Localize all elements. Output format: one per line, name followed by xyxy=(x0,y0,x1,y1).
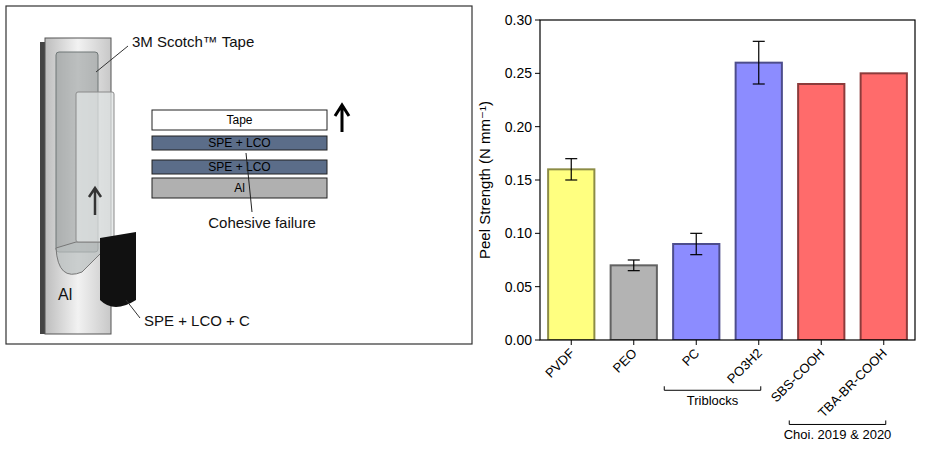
y-tick xyxy=(535,126,540,127)
x-tick xyxy=(633,340,634,345)
plot-frame xyxy=(540,20,915,340)
layer xyxy=(152,136,327,150)
y-axis-title: Peel Strength (N mm⁻¹) xyxy=(476,101,493,259)
leader-line xyxy=(126,300,140,318)
bar xyxy=(736,63,782,340)
y-tick xyxy=(535,340,540,341)
x-tick-label: SBS-COOH xyxy=(768,346,828,406)
plate-label: Al xyxy=(58,286,72,303)
tape-label: 3M Scotch™ Tape xyxy=(132,33,254,50)
bar xyxy=(548,169,594,340)
diagram: 3M Scotch™ Tape SPE + LCO + C Al Tape SPE + … xyxy=(6,6,472,344)
diagram-frame xyxy=(6,6,472,344)
error-bar xyxy=(565,159,577,180)
layer xyxy=(152,160,327,174)
bar xyxy=(798,84,844,340)
layer-label: Tape xyxy=(226,113,252,127)
error-cap xyxy=(565,158,577,159)
group-bracket xyxy=(664,386,761,390)
error-bar xyxy=(753,41,765,84)
y-tick xyxy=(535,180,540,181)
sample-label: SPE + LCO + C xyxy=(144,312,250,329)
bar xyxy=(611,265,657,340)
x-tick-label: TBA-BR-COOH xyxy=(815,346,890,421)
error-cap xyxy=(628,270,640,271)
group-bracket xyxy=(789,420,886,424)
error-cap xyxy=(753,83,765,84)
error-cap xyxy=(753,41,765,42)
error-stem xyxy=(696,233,697,254)
error-cap xyxy=(690,254,702,255)
error-stem xyxy=(633,260,634,271)
leader-line xyxy=(96,46,128,72)
bar xyxy=(673,244,719,340)
chart: 0.00 0.05 0.10 0.15 0.20 0.25 0.30 Peel Strengt… xyxy=(476,12,915,442)
x-tick xyxy=(571,340,572,345)
y-tick-label: 0.00 xyxy=(505,332,532,348)
peel-arrow xyxy=(89,188,101,215)
x-tick-label: PC xyxy=(679,346,702,369)
layer-label: SPE + LCO xyxy=(208,160,270,174)
y-tick-label: 0.10 xyxy=(505,225,532,241)
y-tick-label: 0.20 xyxy=(505,119,532,135)
error-cap xyxy=(690,233,702,234)
x-tick-label: PVDF xyxy=(542,345,577,380)
y-tick-label: 0.05 xyxy=(505,279,532,295)
layer xyxy=(152,110,327,130)
layer-label: SPE + LCO xyxy=(208,136,270,150)
y-tick xyxy=(535,233,540,234)
y-tick xyxy=(535,73,540,74)
group-label: Triblocks xyxy=(687,393,739,408)
figure: 3M Scotch™ Tape SPE + LCO + C Al Tape SPE + … xyxy=(0,0,928,454)
error-bar xyxy=(628,260,640,271)
y-tick-label: 0.25 xyxy=(505,65,532,81)
layer-label: Al xyxy=(234,181,245,195)
error-cap xyxy=(565,179,577,180)
bars xyxy=(548,41,907,340)
failure-label: Cohesive failure xyxy=(208,214,316,231)
electrode xyxy=(100,232,136,307)
x-tick xyxy=(821,340,822,345)
x-tick xyxy=(758,340,759,345)
error-bar xyxy=(690,233,702,254)
y-tick-label: 0.15 xyxy=(505,172,532,188)
bar xyxy=(861,73,907,340)
x-tick-label: PO3H2 xyxy=(724,346,765,387)
tape-peeled xyxy=(76,92,114,242)
x-tick-label: PEO xyxy=(610,346,640,376)
x-tick xyxy=(696,340,697,345)
y-tick xyxy=(535,20,540,21)
y-tick-label: 0.30 xyxy=(505,12,532,28)
error-cap xyxy=(628,259,640,260)
layer xyxy=(152,178,327,198)
y-tick xyxy=(535,286,540,287)
error-stem xyxy=(571,159,572,180)
group-label: Choi. 2019 & 2020 xyxy=(784,427,892,442)
pull-arrow xyxy=(335,105,349,132)
error-stem xyxy=(758,41,759,84)
x-tick xyxy=(883,340,884,345)
leader-line xyxy=(246,153,252,212)
